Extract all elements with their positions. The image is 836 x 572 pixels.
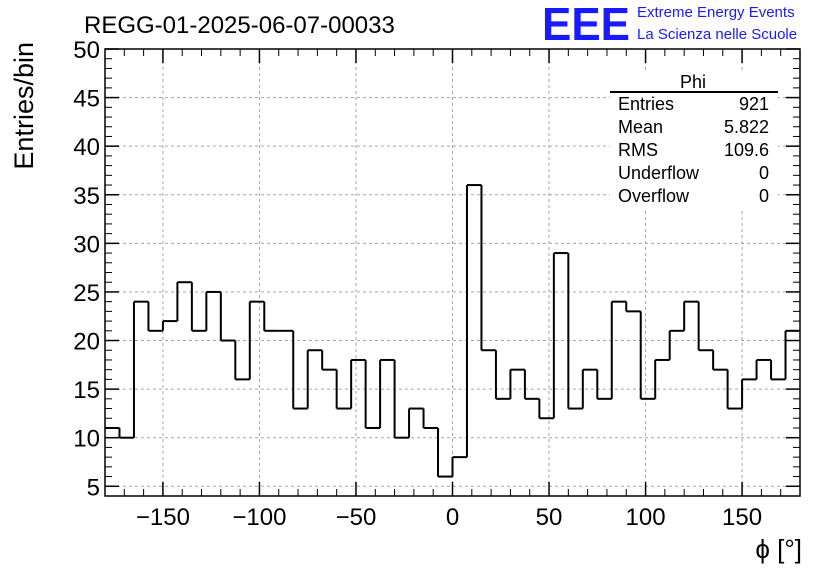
brand-line-1: Extreme Energy Events (637, 4, 795, 21)
y-tick-label: 10 (73, 426, 100, 453)
brand-logo: EEE Extreme Energy Events La Scienza nel… (542, 0, 797, 50)
y-tick-label: 15 (73, 377, 100, 404)
stats-row-label: Entries (618, 94, 674, 114)
x-axis-label: ϕ [°] (755, 534, 802, 564)
x-tick-label: −50 (336, 504, 377, 531)
y-tick-label: 25 (73, 280, 100, 307)
brand-line-2: La Scienza nelle Scuole (637, 26, 797, 43)
stats-row-value: 0 (759, 186, 769, 206)
y-tick-label: 45 (73, 86, 100, 113)
stats-row-value: 0 (759, 163, 769, 183)
y-tick-label: 30 (73, 231, 100, 258)
y-tick-label: 5 (87, 474, 100, 501)
stats-row-label: Mean (618, 117, 663, 137)
stats-box-name: Phi (680, 72, 706, 92)
chart-title: REGG-01-2025-06-07-00033 (84, 12, 395, 39)
y-tick-label: 20 (73, 329, 100, 356)
stats-box-background (610, 71, 778, 208)
stats-row-value: 5.822 (724, 117, 769, 137)
histogram (105, 184, 800, 478)
x-tick-label: 150 (722, 504, 762, 531)
y-tick-label: 35 (73, 183, 100, 210)
stats-box: Phi Entries 921 Mean 5.822 RMS 109.6 Underflow… (610, 71, 778, 208)
x-tick-label: 100 (626, 504, 666, 531)
stats-row-value: 921 (739, 94, 769, 114)
y-tick-label: 50 (73, 37, 100, 64)
axes: −150 −100 −50 0 50 100 150 5 10 15 20 25 30 35 40 45 50 (73, 37, 801, 531)
y-axis-label: Entries/bin (9, 42, 39, 170)
x-tick-label: −100 (232, 504, 286, 531)
x-tick-label: 0 (446, 504, 459, 531)
x-tick-label: −150 (136, 504, 190, 531)
stats-row-label: RMS (618, 140, 658, 160)
stats-row-value: 109.6 (724, 140, 769, 160)
stats-row-label: Underflow (618, 163, 700, 183)
eee-logo: EEE (542, 0, 630, 50)
stats-row-label: Overflow (618, 186, 690, 206)
y-tick-label: 40 (73, 134, 100, 161)
x-tick-label: 50 (536, 504, 563, 531)
